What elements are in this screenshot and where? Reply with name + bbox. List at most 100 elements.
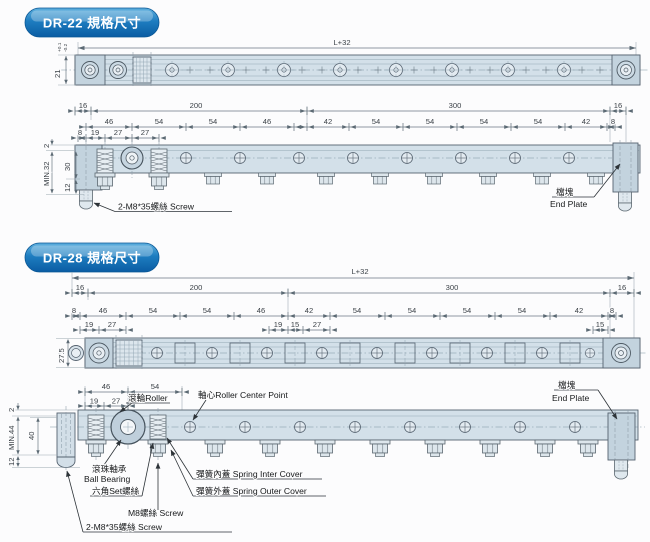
dim: 15 [596, 320, 604, 329]
dr28-badge-title: DR-28 規格尺寸 [43, 251, 141, 266]
dr22-rail-side [74, 144, 641, 174]
dim: 54 [408, 306, 416, 315]
dr28-endplate-callout: 檔塊 End Plate [551, 378, 618, 420]
endplate-label-en: End Plate [550, 199, 587, 209]
dr22-left-screw [79, 189, 93, 210]
dim: 54 [151, 382, 159, 391]
dim: 54 [203, 306, 211, 315]
dr28-bearing-callout: 滾珠軸承 Ball Bearing [83, 439, 132, 485]
dr28-m8-callout: M8螺絲 Screw [127, 462, 185, 519]
dr22-badge-title: DR-22 規格尺寸 [43, 16, 141, 31]
dim: 27 [108, 320, 116, 329]
dr28-left-screw [56, 406, 76, 472]
dim-length: L+32 [333, 38, 350, 47]
dim: 200 [190, 101, 203, 110]
spring-outer-label: 彈簧外蓋 Spring Outer Cover [196, 485, 307, 496]
dim: 300 [446, 283, 459, 292]
dim: 27 [141, 128, 149, 137]
dim: 46 [105, 117, 113, 126]
dim-height: 27.5 [57, 348, 66, 363]
dim: 16 [614, 101, 622, 110]
dim-plate: 2 [42, 144, 51, 148]
dim-tip: 12 [7, 458, 16, 466]
dim-body: 40 [27, 432, 36, 440]
dim: 16 [618, 283, 626, 292]
dr28-end-plate [607, 410, 636, 480]
bearing-label-en: Ball Bearing [84, 474, 131, 484]
dim: 46 [263, 117, 271, 126]
dr22-plan-view: L+32 21 +0.1 -0.2 [52, 37, 648, 88]
endplate-label-en: End Plate [552, 393, 589, 403]
dr28-plan-view: L+32 16 200 300 16 8 46 54 54 46 42 54 5… [56, 266, 648, 371]
dim: 15 [291, 320, 299, 329]
dr28-centerpoint-callout: 軸心Roller Center Point [192, 388, 289, 421]
dr28-m835-callout: 2-M8*35螺絲 Screw [66, 470, 232, 533]
dim: 54 [518, 306, 526, 315]
dim: 46 [257, 306, 265, 315]
dim: 19 [90, 397, 98, 406]
dr28-roller [110, 409, 146, 445]
dim: 8 [78, 128, 82, 137]
dim: 54 [480, 117, 488, 126]
dim: 54 [426, 117, 434, 126]
dim: 54 [209, 117, 217, 126]
bearing-label-zh: 滾珠軸承 [92, 463, 127, 474]
dim-length: L+32 [351, 267, 368, 276]
dim: 27 [114, 128, 122, 137]
endplate-label-zh: 檔塊 [558, 379, 576, 390]
dim-height: 21 [53, 70, 62, 78]
dim: 200 [190, 283, 203, 292]
dim-body: 30 [63, 163, 72, 171]
dim-tip: 12 [63, 184, 72, 192]
dim: 16 [76, 283, 84, 292]
dim: 42 [324, 117, 332, 126]
dim-min: MIN.32 [42, 162, 51, 186]
dim-plate: 2 [7, 408, 16, 412]
endplate-label-zh: 檔塊 [556, 186, 574, 197]
roller-label: 滾輪Roller [128, 392, 168, 403]
screw-label: 2-M8*35螺絲 Screw [118, 201, 195, 212]
dim: 54 [353, 306, 361, 315]
dr22-side-view: 16 200 300 16 46 54 54 46 42 54 54 54 54… [41, 100, 641, 213]
dim: 27 [313, 320, 321, 329]
dr22-roller [120, 146, 144, 170]
dim-min: MIN.44 [7, 426, 16, 450]
dr22-screw-callout: 2-M8*35螺絲 Screw [93, 200, 232, 213]
spring-inner-label: 彈簧內蓋 Spring Inter Cover [196, 468, 303, 479]
dim: 54 [463, 306, 471, 315]
center-point-label: 軸心Roller Center Point [198, 389, 288, 400]
dr28-badge: DR-28 規格尺寸 [24, 242, 160, 273]
m8-screw-label: M8螺絲 Screw [128, 507, 184, 518]
dr28-springouter-callout: 彈簧外蓋 Spring Outer Cover [170, 449, 326, 497]
dr28-springinner-callout: 彈簧內蓋 Spring Inter Cover [166, 437, 322, 480]
dim: 42 [582, 117, 590, 126]
dr28-side-nuts [204, 439, 599, 457]
dr22-side-nuts [204, 172, 605, 185]
dim: 42 [575, 306, 583, 315]
dim: 8 [610, 306, 614, 315]
dim: 54 [149, 306, 157, 315]
dr28-side-view: 46 54 19 27 2 MIN.44 40 12 滾 [6, 378, 645, 533]
dim: 54 [534, 117, 542, 126]
dr28-spring-section [115, 335, 143, 371]
dim: 42 [305, 306, 313, 315]
dr22-spring-section [132, 52, 152, 88]
dr28-roller-callout: 滾輪Roller [119, 391, 170, 413]
dim: 46 [102, 382, 110, 391]
dr28-setscrew-callout: 六角Set螺絲 [90, 442, 155, 497]
dim: 54 [155, 117, 163, 126]
dim: 46 [99, 306, 107, 315]
dim: 8 [611, 117, 615, 126]
dr22-endplate-callout: 檔塊 End Plate [549, 163, 621, 210]
dim: 19 [85, 320, 93, 329]
dr22-end-plate [612, 140, 639, 212]
dim: 300 [449, 101, 462, 110]
dim: 19 [274, 320, 282, 329]
m835-screw-label: 2-M8*35螺絲 Screw [86, 521, 163, 532]
dim: 8 [72, 306, 76, 315]
dr22-badge: DR-22 規格尺寸 [24, 7, 160, 38]
dim: 16 [79, 101, 87, 110]
dim-tol-lower: -0.2 [63, 43, 69, 52]
set-screw-label: 六角Set螺絲 [92, 485, 140, 496]
